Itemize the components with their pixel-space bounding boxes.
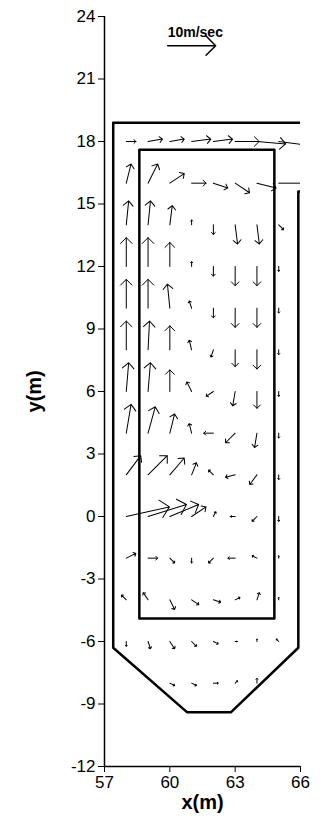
svg-text:9: 9	[86, 319, 95, 338]
svg-text:60: 60	[160, 773, 179, 792]
svg-text:x(m): x(m)	[181, 791, 223, 813]
svg-text:12: 12	[77, 257, 96, 276]
svg-text:15: 15	[77, 194, 96, 213]
svg-text:63: 63	[226, 773, 245, 792]
svg-text:10m/sec: 10m/sec	[168, 24, 223, 40]
svg-text:21: 21	[77, 69, 96, 88]
svg-text:66: 66	[291, 773, 310, 792]
svg-text:24: 24	[77, 7, 96, 26]
svg-text:57: 57	[95, 773, 114, 792]
svg-text:-3: -3	[80, 569, 95, 588]
svg-text:0: 0	[86, 507, 95, 526]
svg-text:-12: -12	[71, 757, 96, 776]
svg-text:3: 3	[86, 444, 95, 463]
svg-text:y(m): y(m)	[23, 370, 45, 412]
svg-text:-6: -6	[80, 632, 95, 651]
svg-text:6: 6	[86, 382, 95, 401]
svg-text:18: 18	[77, 132, 96, 151]
svg-text:-9: -9	[80, 694, 95, 713]
